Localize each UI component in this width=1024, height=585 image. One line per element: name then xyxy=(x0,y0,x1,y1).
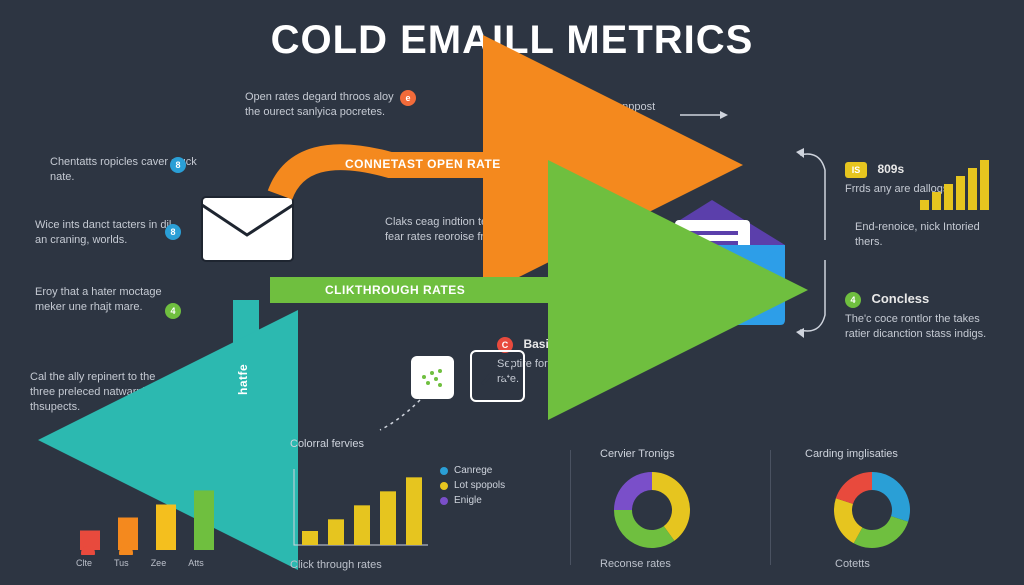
donut2-axis: Cotetts xyxy=(835,558,870,570)
dot-marker-c: 4 xyxy=(165,303,181,319)
right-mid-block: End-renoice, nick Intoried thers. xyxy=(855,220,995,250)
left-block-b: Wice ints danct tacters in dil an cranin… xyxy=(35,218,185,248)
chart-left-bars xyxy=(70,475,230,555)
basis-label: Basis xyxy=(523,337,555,351)
left-block-d: Cal the ally repinert to the three prele… xyxy=(30,370,180,415)
donut1-title: Cervier Tronigs xyxy=(600,448,675,460)
divider-1 xyxy=(570,450,571,565)
dot-marker-b: 8 xyxy=(165,224,181,240)
square-icon-b xyxy=(470,350,525,402)
legend-0: Canrege xyxy=(440,465,505,476)
top-right-text: Statly-the-gn-enppost rater. xyxy=(550,101,655,128)
teal-arrow-label: hatfe xyxy=(236,364,250,395)
xlabel-3: Atts xyxy=(188,558,204,568)
xlabel-1: Tus xyxy=(114,558,129,568)
donut2-chart xyxy=(830,468,915,553)
left-block-c: Eroy that a hater moctage meker une rhaj… xyxy=(35,285,185,315)
legend-1: Lot spopols xyxy=(440,480,505,491)
chart-left-xlabels: Clte Tus Zee Atts xyxy=(76,558,204,568)
left-block-d-text: Cal the ally repinert to the three prele… xyxy=(30,371,155,413)
divider-2 xyxy=(770,450,771,565)
right-num: 809s xyxy=(877,162,904,176)
mid-block-text: Claks ceag indtion temsor fear rates reo… xyxy=(385,216,513,243)
left-block-c-text: Eroy that a hater moctage meker une rhaj… xyxy=(35,286,162,313)
top-center-text: Open rates degard throos aloy the ourect… xyxy=(245,91,394,118)
top-right-block: Statly-the-gn-enppost rater. xyxy=(550,100,680,130)
legend-2-label: Enigle xyxy=(454,495,482,506)
right-mid-text: End-renoice, nick Intoried thers. xyxy=(855,221,980,248)
donut1-axis: Reconse rates xyxy=(600,558,671,570)
chart-mid-title: Colorral fervies xyxy=(290,438,364,450)
chart-mid-legend: Canrege Lot spopols Enigle xyxy=(440,465,505,510)
green-arrow-label: CLIKTHROUGH RATES xyxy=(325,283,465,297)
right-concless-block: 4 Concless The'c coce rontlor the takes … xyxy=(845,290,995,342)
xlabel-0: Clte xyxy=(76,558,92,568)
dot-marker-top: e xyxy=(400,90,416,106)
concless-title: Concless xyxy=(871,291,929,306)
page-title: COLD EMAILL METRICS xyxy=(271,18,754,63)
chart-mid-axis: Click through rates xyxy=(290,555,382,573)
donut2-title: Carding imglisaties xyxy=(805,448,898,460)
chart-mid-axis-label: Click through rates xyxy=(290,559,382,571)
legend-0-label: Canrege xyxy=(454,465,492,476)
envelope-big-icon xyxy=(630,195,795,330)
dot-marker-d: 8 xyxy=(170,374,186,390)
right-mini-bars xyxy=(920,160,1000,215)
left-block-b-text: Wice ints danct tacters in dil an cranin… xyxy=(35,219,171,246)
chart-mid-bars xyxy=(290,465,430,550)
square-icon-a xyxy=(410,355,455,400)
orange-arrow-label: CONNETAST OPEN RATE xyxy=(345,157,501,171)
right-badge-is: IS xyxy=(845,162,867,178)
dot-marker-a: 8 xyxy=(170,157,186,173)
xlabel-2: Zee xyxy=(151,558,167,568)
legend-1-label: Lot spopols xyxy=(454,480,505,491)
top-center-block: Open rates degard throos aloy the ourect… xyxy=(245,90,405,120)
legend-2: Enigle xyxy=(440,495,505,506)
donut1-chart xyxy=(610,468,695,553)
left-block-a: Chentatts ropicles caver stuck nate. 8 xyxy=(50,155,200,185)
mid-block: Claks ceag indtion temsor fear rates reo… xyxy=(385,215,530,245)
concless-badge: 4 xyxy=(845,292,861,308)
concless-text: The'c coce rontlor the takes ratier dica… xyxy=(845,312,995,342)
